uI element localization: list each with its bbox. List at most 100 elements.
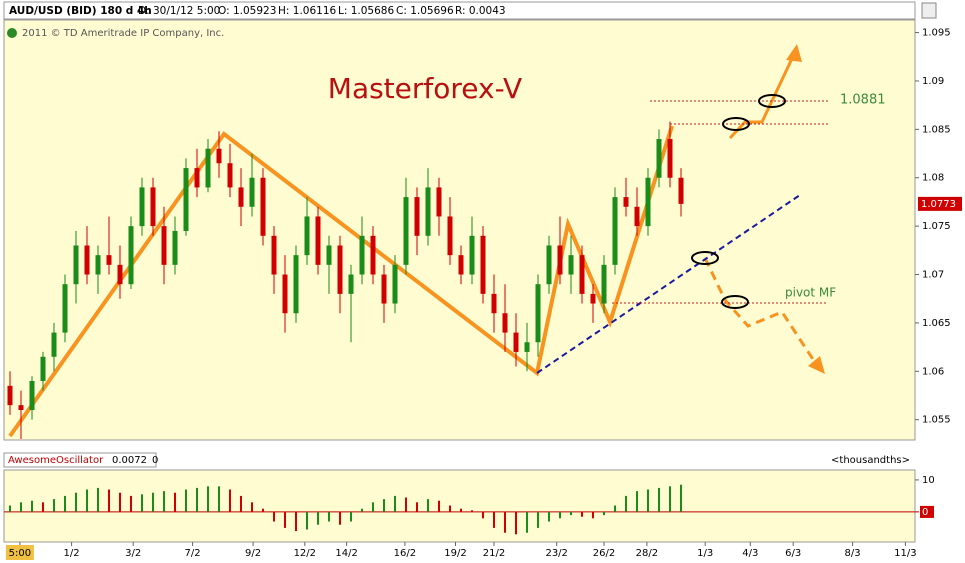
candle-body (249, 177, 255, 207)
candle-body (29, 380, 35, 410)
candle-body (568, 255, 574, 275)
osc-unit: <thousandths> (831, 455, 910, 466)
copyright: 2011 © TD Ameritrade IP Company, Inc. (22, 28, 224, 39)
x-tick-label: 21/2 (483, 548, 505, 559)
oscillator-bar (416, 502, 418, 512)
oscillator-bar (229, 489, 231, 512)
pivot-label: pivot MF (785, 286, 836, 300)
oscillator-bar (559, 511, 561, 519)
candle-body (678, 177, 684, 204)
last-price-tag (918, 196, 962, 211)
oscillator-bar (174, 492, 176, 512)
info-icon[interactable] (7, 28, 17, 38)
candle-body (436, 187, 442, 217)
oscillator-bar (240, 495, 242, 512)
oscillator-bar (9, 505, 11, 512)
x-tick-label: 1/3 (697, 548, 713, 559)
y-tick-label: 1.065 (922, 318, 951, 329)
candle-body (315, 216, 321, 265)
candle-body (392, 264, 398, 304)
candle-body (227, 163, 233, 188)
candle-body (183, 168, 189, 231)
candle-body (403, 197, 409, 265)
x-tick-label: 19/2 (444, 548, 466, 559)
candle-body (557, 245, 563, 275)
candle-body (535, 284, 541, 343)
oscillator-bar (427, 499, 429, 512)
marker-ellipse (691, 251, 719, 265)
x-tick-label: 1/2 (64, 548, 80, 559)
oscillator-bar (504, 511, 506, 533)
y-tick-label: 1.055 (922, 415, 951, 426)
candle-body (590, 293, 596, 304)
x-tick-label: 16/2 (394, 548, 416, 559)
candle-body (161, 226, 167, 265)
candle-body (337, 245, 343, 294)
arrow-head (808, 356, 825, 374)
zero-tag (920, 505, 934, 518)
candle-body (612, 197, 618, 265)
candle-body (51, 332, 57, 357)
oscillator-bar (548, 511, 550, 522)
marker-ellipse (722, 117, 750, 131)
level-label: 1.0881 (840, 93, 886, 108)
candle-body (656, 139, 662, 178)
oscillator-bar (163, 491, 165, 512)
oscillator-bar (493, 511, 495, 528)
oscillator-bar (284, 511, 286, 528)
y-tick-label: 1.07 (922, 270, 944, 281)
oscillator-bar (141, 494, 143, 512)
x-tick-label: 4/3 (742, 548, 758, 559)
oscillator-bar (658, 487, 660, 512)
trend-line (536, 194, 801, 374)
oscillator-bar (394, 495, 396, 512)
candle-body (667, 139, 673, 178)
oscillator-bar (570, 511, 572, 516)
candle-body (425, 187, 431, 236)
settings-button[interactable] (921, 2, 937, 19)
candle-body (623, 197, 629, 207)
oscillator-bar (603, 511, 605, 516)
oscillator-bar (108, 489, 110, 512)
oscillator-bar (262, 508, 264, 512)
oscillator-bar (20, 502, 22, 512)
header-bar (3, 1, 916, 20)
x-tick-label: 12/2 (294, 548, 316, 559)
candle-body (634, 206, 640, 227)
osc-title: AwesomeOscillator (8, 455, 104, 466)
oscillator-bar (449, 505, 451, 512)
oscillator-bar (526, 511, 528, 533)
x-tick-label: 3/2 (125, 548, 141, 559)
x-tick-highlight (5, 545, 34, 560)
low: L: 1.05686 (338, 5, 394, 17)
y-tick-label: 1.06 (922, 366, 944, 377)
last-price-label: 1.0773 (921, 199, 956, 210)
marker-ellipse (758, 94, 786, 108)
oscillator-bar (31, 500, 33, 512)
candle-body (150, 187, 156, 227)
candle-body (304, 216, 310, 256)
candle-body (293, 255, 299, 314)
candle-body (73, 245, 79, 285)
oscillator-bar (75, 492, 77, 512)
candle-body (326, 245, 332, 265)
oscillator-bar (339, 511, 341, 525)
oscillator-bar (372, 502, 374, 512)
oscillator-bar (592, 511, 594, 519)
candle-body (447, 216, 453, 256)
candle-body (381, 274, 387, 304)
candle-body (194, 168, 200, 188)
oscillator-bar (383, 499, 385, 512)
oscillator-bar (515, 511, 517, 535)
x-tick-label: 8/3 (845, 548, 861, 559)
candle-body (117, 264, 123, 285)
y-tick-label: 0 (922, 507, 928, 518)
oscillator-bar (482, 511, 484, 519)
oscillator-bar (537, 511, 539, 528)
x-tick-label: 6/3 (785, 548, 801, 559)
y-tick-label: 1.085 (922, 124, 951, 135)
candle-body (524, 342, 530, 352)
osc-current: 0.0072 (112, 455, 147, 466)
annotation-title: Masterforex-V (328, 72, 522, 105)
